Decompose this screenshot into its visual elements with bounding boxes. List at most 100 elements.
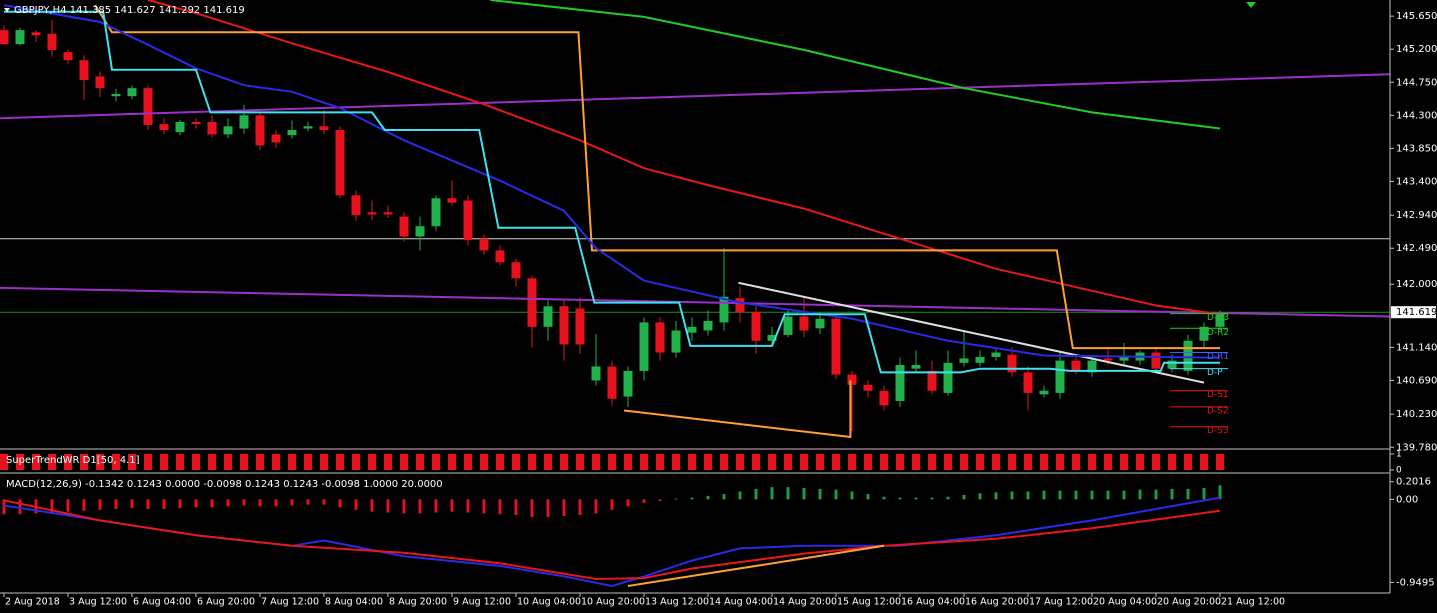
x-tick-label: 2 Aug 2018 bbox=[5, 597, 60, 608]
macd-line bbox=[627, 544, 885, 587]
x-tick-label: 8 Aug 04:00 bbox=[325, 597, 383, 608]
candle-body bbox=[623, 370, 633, 397]
histogram-bar bbox=[18, 499, 22, 515]
candle-body bbox=[223, 126, 233, 135]
trend-bar bbox=[640, 454, 648, 470]
histogram-bar bbox=[786, 487, 790, 500]
x-tick-label: 14 Aug 04:00 bbox=[709, 597, 773, 608]
macd-panel bbox=[2, 485, 1222, 588]
trend-bar bbox=[240, 454, 248, 470]
histogram-bar bbox=[1090, 490, 1094, 500]
candle-body bbox=[143, 88, 153, 125]
histogram-bar bbox=[98, 499, 102, 510]
trend-bar bbox=[736, 454, 744, 470]
histogram-bar bbox=[1042, 490, 1046, 500]
candle-body bbox=[1071, 360, 1081, 371]
trend-bar bbox=[1120, 454, 1128, 470]
trend-bar bbox=[528, 454, 536, 470]
trend-bar bbox=[272, 454, 280, 470]
trend-bar bbox=[608, 454, 616, 470]
trend-bar bbox=[688, 454, 696, 470]
trend-bar bbox=[912, 454, 920, 470]
histogram-bar bbox=[626, 499, 630, 507]
histogram-bar bbox=[994, 492, 998, 500]
candle-body bbox=[671, 330, 681, 353]
trend-bar bbox=[64, 454, 72, 470]
candle-body bbox=[191, 121, 201, 125]
candle-body bbox=[415, 226, 425, 237]
x-tick-label: 7 Aug 12:00 bbox=[261, 597, 319, 608]
trend-bar bbox=[128, 454, 136, 470]
y-tick-label: 142.000 bbox=[1396, 279, 1437, 290]
candle-body bbox=[1039, 390, 1049, 395]
histogram-bar bbox=[594, 499, 598, 514]
histogram-bar bbox=[562, 499, 566, 516]
histogram-bar bbox=[1170, 488, 1174, 500]
y-tick-label: 139.780 bbox=[1396, 442, 1437, 453]
candle-body bbox=[351, 195, 361, 216]
candle-body bbox=[559, 306, 569, 345]
histogram-bar bbox=[498, 499, 502, 515]
trend-bar bbox=[1056, 454, 1064, 470]
candle-body bbox=[703, 320, 713, 331]
indicator-line bbox=[0, 286, 1390, 318]
histogram-bar bbox=[338, 499, 342, 508]
price-panel: D-R3 D-R2 D-R1 D-P D-S1 D-S2 D-S3 bbox=[0, 0, 1390, 439]
histogram-bar bbox=[434, 499, 438, 513]
trend-bar bbox=[944, 454, 952, 470]
histogram-bar bbox=[130, 499, 134, 509]
candle-body bbox=[607, 366, 617, 399]
trend-bar bbox=[848, 454, 856, 470]
x-tick-label: 10 Aug 04:00 bbox=[517, 597, 581, 608]
x-tick-label: 3 Aug 12:00 bbox=[69, 597, 127, 608]
x-tick-label: 16 Aug 20:00 bbox=[965, 597, 1029, 608]
candle-body bbox=[383, 212, 393, 215]
candle-body bbox=[495, 250, 505, 263]
histogram-bar bbox=[1106, 490, 1110, 500]
candle-body bbox=[863, 384, 873, 391]
trend-bar bbox=[1104, 454, 1112, 470]
histogram-bar bbox=[610, 499, 614, 510]
trend-bar bbox=[384, 454, 392, 470]
pivot-label: D-S3 bbox=[1207, 426, 1229, 436]
y-tick-label: 144.750 bbox=[1396, 77, 1437, 88]
candle-body bbox=[927, 370, 937, 391]
histogram-bar bbox=[738, 491, 742, 500]
histogram-bar bbox=[50, 499, 54, 513]
indicator-line bbox=[3, 4, 1221, 359]
candle-body bbox=[1215, 312, 1225, 327]
candle-body bbox=[463, 200, 473, 241]
histogram-bar bbox=[242, 499, 246, 506]
histogram-bar bbox=[162, 499, 166, 509]
histogram-bar bbox=[1218, 485, 1222, 500]
candle-body bbox=[479, 238, 489, 251]
indicator-line bbox=[147, 0, 1221, 316]
candle-body bbox=[847, 374, 857, 385]
trend-bar bbox=[800, 454, 808, 470]
histogram-bar bbox=[322, 499, 326, 505]
trend-bar bbox=[624, 454, 632, 470]
histogram-bar bbox=[82, 499, 86, 511]
histogram-bar bbox=[1138, 489, 1142, 500]
histogram-bar bbox=[210, 499, 214, 508]
trend-bar bbox=[1040, 454, 1048, 470]
candle-body bbox=[287, 129, 297, 136]
candle-body bbox=[319, 126, 329, 130]
trend-bar bbox=[880, 454, 888, 470]
pivot-label: D-R1 bbox=[1207, 352, 1229, 362]
trend-bar bbox=[32, 454, 40, 470]
candle-body bbox=[159, 124, 169, 130]
histogram-bar bbox=[274, 499, 278, 507]
trend-bar bbox=[80, 454, 88, 470]
candle-body bbox=[975, 356, 985, 363]
histogram-bar bbox=[1010, 491, 1014, 500]
candle-body bbox=[911, 365, 921, 369]
macd-title: MACD(12,26,9) -0.1342 0.1243 0.0000 -0.0… bbox=[6, 479, 443, 490]
x-tick-label: 13 Aug 12:00 bbox=[645, 597, 709, 608]
trend-bar bbox=[432, 454, 440, 470]
candle-body bbox=[15, 30, 25, 45]
y-tick-label: 0.2016 bbox=[1396, 477, 1431, 488]
x-tick-label: 17 Aug 12:00 bbox=[1029, 597, 1093, 608]
y-tick-label: 142.940 bbox=[1396, 210, 1437, 221]
